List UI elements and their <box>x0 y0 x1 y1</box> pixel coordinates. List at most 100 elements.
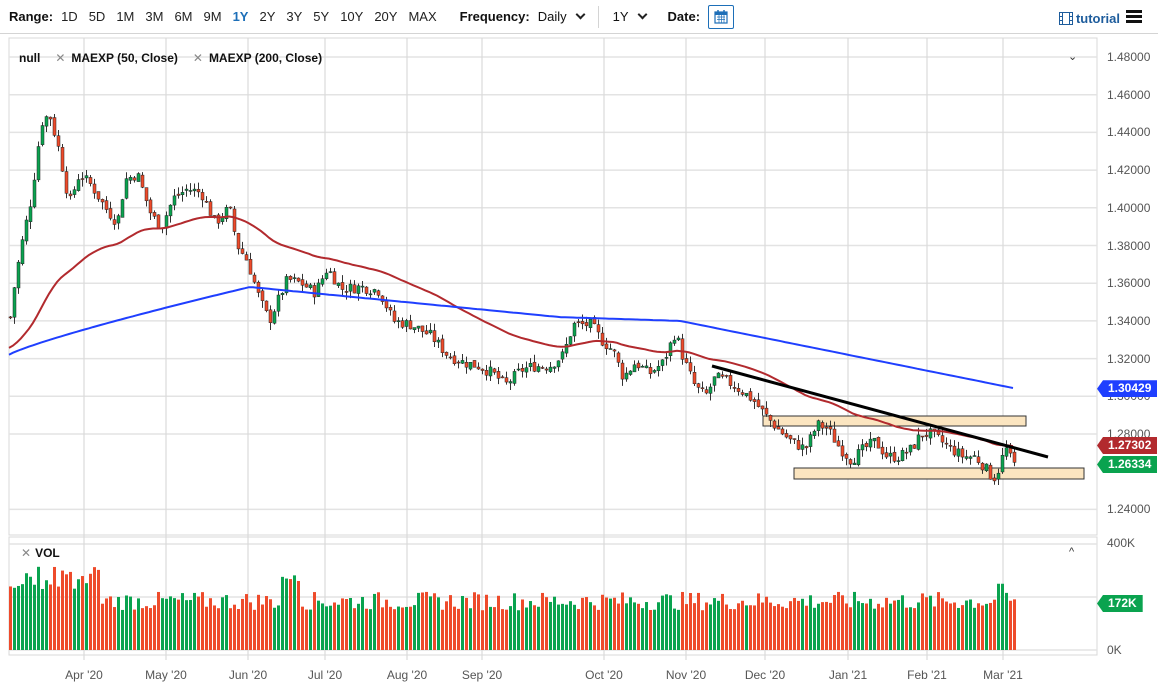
tutorial-link[interactable]: tutorial <box>1058 11 1120 26</box>
range-button-1d[interactable]: 1D <box>61 9 78 24</box>
range-button-2y[interactable]: 2Y <box>259 9 276 24</box>
range-button-5d[interactable]: 5D <box>88 9 106 24</box>
volume-bar <box>489 606 492 650</box>
volume-bar <box>665 594 668 650</box>
volume-bar <box>705 602 708 650</box>
volume-bar <box>741 600 744 650</box>
volume-bar <box>893 600 896 650</box>
volume-bar <box>961 605 964 650</box>
volume-bar <box>641 608 644 650</box>
volume-bar <box>213 605 216 650</box>
volume-bar <box>833 595 836 650</box>
period-select[interactable]: 1Y <box>612 9 647 24</box>
volume-bar <box>785 608 788 650</box>
volume-bar <box>973 607 976 650</box>
toolbar: Range: 1D 5D 1M 3M 6M 9M 1Y 2Y 3Y 5Y 10Y 20Y MAX Fre… <box>0 0 1158 34</box>
volume-legend: ✕ VOL <box>21 546 60 560</box>
volume-tick-label: 400K <box>1107 536 1136 550</box>
volume-label: VOL <box>35 546 60 560</box>
remove-volume-icon[interactable]: ✕ <box>21 546 32 560</box>
volume-bar <box>157 591 160 650</box>
volume-bar <box>477 594 480 650</box>
volume-bar <box>773 606 776 650</box>
volume-bar <box>245 594 248 650</box>
volume-bar <box>953 602 956 650</box>
range-button-6m[interactable]: 6M <box>174 9 193 24</box>
volume-bar <box>501 609 504 650</box>
volume-bar <box>409 606 412 650</box>
volume-bar <box>645 602 648 650</box>
expand-volume-pane-icon[interactable]: ^ <box>1069 546 1075 558</box>
x-tick-label: Jan '21 <box>828 668 868 682</box>
range-button-3m[interactable]: 3M <box>145 9 164 24</box>
period-value: 1Y <box>612 9 629 24</box>
volume-bar <box>69 571 72 650</box>
range-button-max[interactable]: MAX <box>408 9 437 24</box>
volume-bar <box>353 608 356 650</box>
volume-bar <box>993 599 996 650</box>
volume-bar <box>709 604 712 650</box>
volume-bar <box>801 598 804 650</box>
volume-bar <box>585 597 588 650</box>
volume-bar <box>357 603 360 650</box>
collapse-price-pane-icon[interactable]: ⌄ <box>1068 51 1078 63</box>
volume-bar <box>589 602 592 650</box>
volume-bar <box>845 603 848 650</box>
volume-bar <box>685 604 688 650</box>
volume-bar <box>713 598 716 650</box>
volume-bar <box>253 609 256 650</box>
volume-bar <box>65 574 68 650</box>
volume-bar <box>341 598 344 650</box>
range-button-1y[interactable]: 1Y <box>232 9 249 24</box>
volume-bar <box>113 607 116 650</box>
volume-bar <box>425 591 428 650</box>
volume-bar <box>389 606 392 650</box>
volume-bar <box>829 602 832 650</box>
range-button-20y[interactable]: 20Y <box>374 9 398 24</box>
volume-bar <box>729 609 732 650</box>
chart-legend: null ✕ MAEXP (50, Close) ✕ MAEXP (200, C… <box>19 51 322 65</box>
volume-bar <box>537 606 540 650</box>
volume-bar <box>345 599 348 650</box>
volume-bar <box>317 600 320 650</box>
volume-bar <box>333 602 336 650</box>
frequency-select[interactable]: Daily <box>537 9 586 24</box>
volume-bar <box>605 597 608 650</box>
volume-bar <box>617 603 620 650</box>
volume-bar <box>809 595 812 650</box>
volume-bar <box>313 592 316 650</box>
x-tick-label: Aug '20 <box>386 668 428 682</box>
volume-bar <box>41 588 44 650</box>
volume-bar <box>533 605 536 650</box>
frequency-value: Daily <box>537 9 567 24</box>
volume-bar <box>473 592 476 650</box>
volume-bar <box>309 609 312 650</box>
volume-bar <box>381 607 384 650</box>
volume-bar <box>761 602 764 650</box>
y-tick-label: 1.34000 <box>1107 313 1151 328</box>
volume-bar <box>293 575 296 650</box>
volume-bar <box>193 592 196 650</box>
volume-bar <box>361 596 364 650</box>
remove-ma200-icon[interactable]: ✕ <box>192 51 203 65</box>
range-button-1m[interactable]: 1M <box>116 9 135 24</box>
volume-bar <box>337 604 340 650</box>
y-tick-label: 1.38000 <box>1107 238 1151 253</box>
volume-bar <box>241 598 244 650</box>
range-button-10y[interactable]: 10Y <box>340 9 364 24</box>
volume-bar <box>181 593 184 650</box>
y-tick-label: 1.24000 <box>1107 502 1151 517</box>
volume-bar <box>769 602 772 650</box>
volume-bar <box>53 566 56 650</box>
hamburger-menu-icon[interactable] <box>1126 10 1142 23</box>
volume-bar <box>985 603 988 650</box>
range-button-5y[interactable]: 5Y <box>313 9 330 24</box>
range-button-9m[interactable]: 9M <box>203 9 222 24</box>
volume-bar <box>161 598 164 650</box>
remove-ma50-icon[interactable]: ✕ <box>55 51 66 65</box>
volume-bar <box>529 601 532 650</box>
range-button-3y[interactable]: 3Y <box>286 9 303 24</box>
volume-bar <box>693 603 696 650</box>
calendar-button[interactable] <box>708 4 735 29</box>
